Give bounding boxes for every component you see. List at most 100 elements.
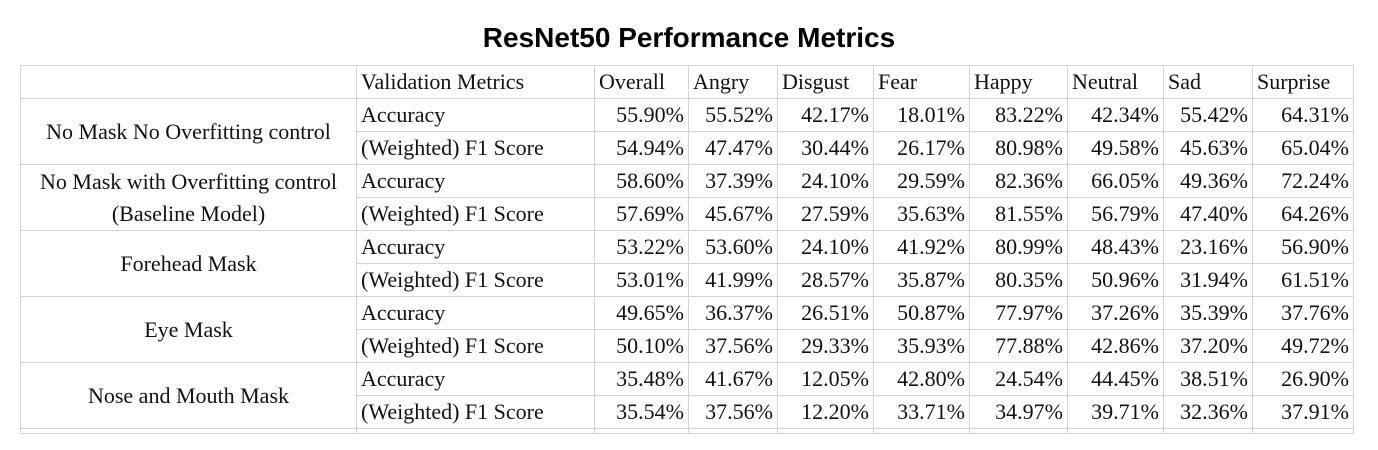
value-cell: 33.71% (873, 395, 970, 429)
value-cell: 57.69% (594, 197, 689, 231)
value-cell: 44.45% (1067, 362, 1164, 396)
value-cell: 42.80% (873, 362, 970, 396)
table-row: Forehead Mask Accuracy 53.22% 53.60% 24.10% 4… (20, 230, 1354, 297)
value-cell: 34.97% (969, 395, 1068, 429)
value-cell: 12.05% (777, 362, 874, 396)
condition-cell: No Mask with Overfitting control (Baselin… (20, 164, 357, 231)
value-cell: 47.40% (1163, 197, 1253, 231)
value-cell: 47.47% (688, 131, 778, 165)
table-row: No Mask No Overfitting control Accuracy 55… (20, 98, 1354, 165)
value-cell: 24.10% (777, 164, 874, 198)
header-cell-angry: Angry (688, 65, 778, 99)
table-row: Nose and Mouth Mask Accuracy 35.48% 41.67% 1… (20, 362, 1354, 429)
header-cell-condition (20, 65, 357, 99)
header-cell-disgust: Disgust (777, 65, 874, 99)
grid-tail-cell (969, 428, 1068, 434)
value-cell: 26.90% (1252, 362, 1354, 396)
value-cell: 38.51% (1163, 362, 1253, 396)
condition-label: Eye Mask (144, 316, 233, 342)
value-cell: 32.36% (1163, 395, 1253, 429)
metric-cell: Accuracy (356, 98, 595, 132)
value-cell: 27.59% (777, 197, 874, 231)
value-cell: 35.63% (873, 197, 970, 231)
value-cell: 77.88% (969, 329, 1068, 363)
value-cell: 37.20% (1163, 329, 1253, 363)
value-cell: 49.72% (1252, 329, 1354, 363)
value-cell: 58.60% (594, 164, 689, 198)
value-cell: 49.58% (1067, 131, 1164, 165)
value-cell: 37.76% (1252, 296, 1354, 330)
condition-label: Forehead Mask (120, 250, 257, 276)
value-cell: 42.34% (1067, 98, 1164, 132)
value-cell: 49.36% (1163, 164, 1253, 198)
value-cell: 49.65% (594, 296, 689, 330)
grid-tail-row (20, 428, 1354, 434)
value-cell: 55.90% (594, 98, 689, 132)
value-cell: 24.54% (969, 362, 1068, 396)
value-cell: 12.20% (777, 395, 874, 429)
header-cell-overall: Overall (594, 65, 689, 99)
value-cell: 56.90% (1252, 230, 1354, 264)
value-cell: 55.42% (1163, 98, 1253, 132)
value-cell: 26.17% (873, 131, 970, 165)
value-cell: 61.51% (1252, 263, 1354, 297)
table-body: No Mask No Overfitting control Accuracy 55… (20, 98, 1354, 434)
grid-tail-cell (1252, 428, 1354, 434)
condition-cell: Nose and Mouth Mask (20, 362, 357, 429)
value-cell: 41.99% (688, 263, 778, 297)
condition-label: No Mask No Overfitting control (46, 118, 331, 144)
value-cell: 37.56% (688, 395, 778, 429)
value-cell: 41.92% (873, 230, 970, 264)
table-row: Eye Mask Accuracy 49.65% 36.37% 26.51% 50.87%… (20, 296, 1354, 363)
value-cell: 37.56% (688, 329, 778, 363)
value-cell: 42.17% (777, 98, 874, 132)
grid-tail-cell (777, 428, 874, 434)
value-cell: 77.97% (969, 296, 1068, 330)
table-row: (Weighted) F1 Score 35.54% 37.56% 12.20% 33.… (21, 395, 1354, 429)
value-cell: 72.24% (1252, 164, 1354, 198)
value-cell: 37.39% (688, 164, 778, 198)
grid-tail-cell (688, 428, 778, 434)
metric-cell: (Weighted) F1 Score (356, 395, 595, 429)
value-cell: 42.86% (1067, 329, 1164, 363)
metric-cell: (Weighted) F1 Score (356, 329, 595, 363)
value-cell: 45.67% (688, 197, 778, 231)
metric-cell: (Weighted) F1 Score (356, 131, 595, 165)
condition-cell: Eye Mask (20, 296, 357, 363)
value-cell: 64.26% (1252, 197, 1354, 231)
grid-tail-cell (356, 428, 595, 434)
value-cell: 37.91% (1252, 395, 1354, 429)
value-cell: 45.63% (1163, 131, 1253, 165)
metric-cell: (Weighted) F1 Score (356, 197, 595, 231)
value-cell: 80.35% (969, 263, 1068, 297)
header-cell-happy: Happy (969, 65, 1068, 99)
value-cell: 30.44% (777, 131, 874, 165)
condition-label: No Mask with Overfitting control (40, 168, 337, 194)
value-cell: 66.05% (1067, 164, 1164, 198)
value-cell: 53.22% (594, 230, 689, 264)
metric-cell: Accuracy (356, 230, 595, 264)
table-row: (Weighted) F1 Score 50.10% 37.56% 29.33% 35.… (21, 329, 1354, 363)
table-row: (Weighted) F1 Score 57.69% 45.67% 27.59% 35.… (21, 197, 1354, 231)
value-cell: 50.87% (873, 296, 970, 330)
value-cell: 28.57% (777, 263, 874, 297)
metrics-table: Validation Metrics Overall Angry Disgust… (20, 65, 1354, 434)
value-cell: 29.33% (777, 329, 874, 363)
metric-cell: Accuracy (356, 362, 595, 396)
header-row: Validation Metrics Overall Angry Disgust… (20, 65, 1354, 99)
value-cell: 35.87% (873, 263, 970, 297)
header-cell-surprise: Surprise (1252, 65, 1354, 99)
grid-tail-cell (873, 428, 970, 434)
metric-cell: (Weighted) F1 Score (356, 263, 595, 297)
value-cell: 18.01% (873, 98, 970, 132)
value-cell: 80.98% (969, 131, 1068, 165)
metric-cell: Accuracy (356, 296, 595, 330)
table-row: (Weighted) F1 Score 53.01% 41.99% 28.57% 35.… (21, 263, 1354, 297)
condition-label: Nose and Mouth Mask (87, 382, 290, 408)
header-cell-fear: Fear (873, 65, 970, 99)
value-cell: 48.43% (1067, 230, 1164, 264)
value-cell: 83.22% (969, 98, 1068, 132)
value-cell: 81.55% (969, 197, 1068, 231)
value-cell: 82.36% (969, 164, 1068, 198)
value-cell: 50.96% (1067, 263, 1164, 297)
